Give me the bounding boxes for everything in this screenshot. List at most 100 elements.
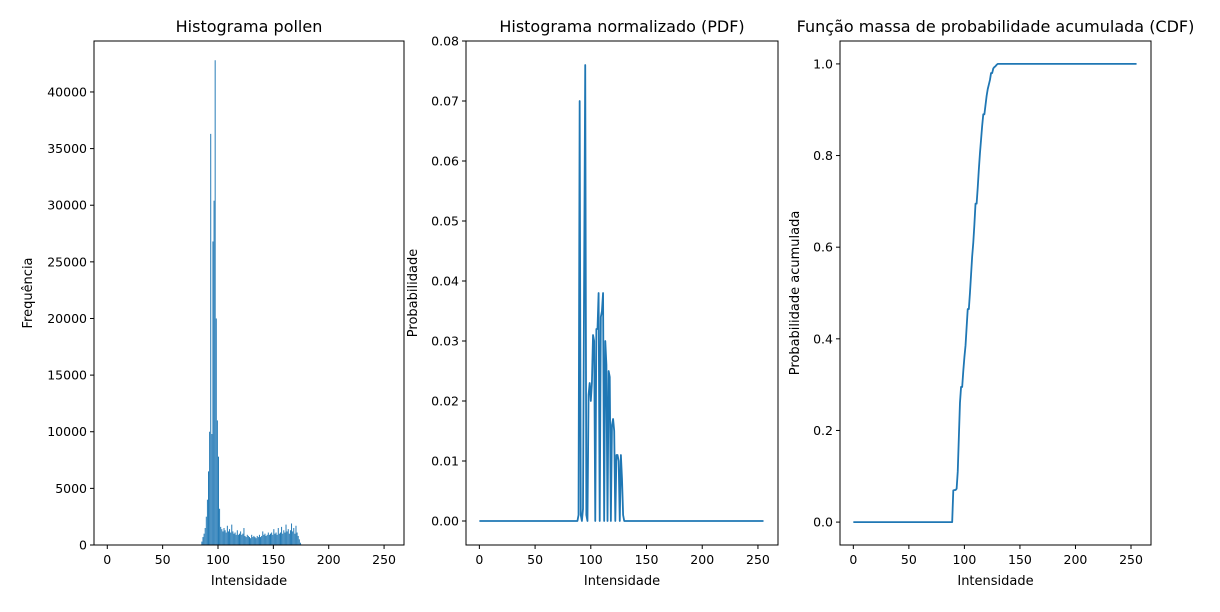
x-tick-label: 100 [952, 552, 976, 567]
subplot-pdf: Histograma normalizado (PDF) 0 50 100 150 200… [406, 17, 779, 589]
histogram-bar [250, 538, 252, 545]
histogram-bar [218, 456, 219, 545]
y-tick-label: 0.02 [431, 394, 459, 409]
histogram-bar [201, 541, 203, 545]
y-tick-label: 0.0 [813, 515, 833, 530]
x-axis-label: Intensidade [957, 574, 1033, 589]
x-axis-label: Intensidade [211, 574, 287, 589]
histogram-bar [242, 533, 244, 545]
x-tick-label: 200 [690, 552, 714, 567]
histogram-bar [291, 523, 293, 545]
histogram-bar [265, 535, 267, 545]
histogram-bar [222, 531, 224, 545]
histogram-bar [251, 534, 253, 545]
histogram-bar [240, 531, 242, 545]
histogram-bar [261, 535, 263, 545]
y-axis-label: Probabilidade [406, 249, 421, 337]
axes-frame [465, 40, 779, 546]
y-tick-label: 25000 [47, 254, 87, 269]
histogram-bar [243, 528, 245, 545]
histogram-bar [282, 533, 284, 545]
x-tick-label: 0 [475, 552, 483, 567]
x-tick-label: 200 [1064, 552, 1088, 567]
histogram-bar [257, 537, 259, 545]
histogram-bar [224, 530, 226, 545]
x-tick-label: 0 [849, 552, 857, 567]
histogram-bar [249, 537, 250, 545]
y-tick-label: 0 [79, 538, 87, 553]
histogram-bar [292, 531, 294, 545]
chart-title: Histograma normalizado (PDF) [499, 17, 744, 36]
histogram-bar [286, 531, 288, 545]
histogram-bar [277, 528, 279, 545]
x-tick-label: 50 [155, 552, 171, 567]
histogram-bar [283, 530, 285, 545]
x-tick-label: 200 [317, 552, 341, 567]
histogram-bar [294, 533, 296, 545]
histogram-bar [203, 533, 205, 545]
y-tick-label: 0.6 [813, 240, 833, 255]
histogram-bar [214, 60, 216, 545]
x-axis-label: Intensidade [584, 574, 660, 589]
histogram-bar [205, 516, 207, 545]
x-tick-label: 150 [635, 552, 659, 567]
y-tick-label: 0.2 [813, 423, 833, 438]
subplot-histogram: Histograma pollen 0 50 100 150 200 250 0 5000 100… [21, 17, 405, 589]
histogram-bar [256, 535, 258, 545]
y-tick-label: 0.03 [431, 334, 459, 349]
series-line [479, 64, 764, 522]
histogram-bar [262, 531, 264, 545]
histogram-bar [264, 533, 266, 545]
histogram-bar [288, 533, 290, 545]
axes-frame [839, 40, 1152, 546]
histogram-bar [274, 533, 276, 545]
histogram-bar [247, 535, 249, 545]
x-tick-label: 150 [1008, 552, 1032, 567]
chart-title: Histograma pollen [176, 17, 323, 36]
y-tick-label: 1.0 [813, 56, 833, 71]
histogram-bar [287, 529, 289, 545]
histogram-bar [273, 529, 275, 545]
histogram-bar [245, 537, 247, 545]
histogram-bar [266, 534, 268, 545]
histogram-bar [226, 525, 228, 545]
histogram-bar [285, 524, 287, 545]
histogram-bar [268, 534, 270, 545]
histogram-bar [223, 528, 225, 545]
histogram-bar [258, 534, 260, 545]
histogram-bar [293, 528, 295, 545]
y-tick-label: 0.4 [813, 331, 833, 346]
y-tick-label: 5000 [55, 481, 87, 496]
histogram-bar [267, 532, 269, 545]
histogram-bar [220, 526, 222, 545]
histogram-bar [241, 534, 243, 545]
y-tick-label: 0.01 [431, 454, 459, 469]
histogram-bar [280, 532, 281, 545]
histogram-bar [255, 538, 257, 545]
subplot-cdf: Função massa de probabilidade acumulada … [788, 17, 1194, 589]
chart-title: Função massa de probabilidade acumulada … [797, 17, 1195, 36]
x-tick-label: 50 [901, 552, 917, 567]
x-tick-label: 250 [1119, 552, 1143, 567]
y-tick-label: 0.00 [431, 514, 459, 529]
histogram-bar [204, 528, 206, 545]
histogram-bar [232, 531, 234, 545]
histogram-bar [230, 532, 232, 545]
histogram-bar [281, 526, 283, 545]
histogram-bar [284, 532, 286, 545]
histogram-bar [219, 508, 221, 545]
histogram-bar [263, 534, 265, 545]
histogram-bar [272, 534, 274, 545]
histogram-bar [271, 532, 273, 545]
histogram-bar [252, 537, 254, 545]
y-tick-label: 10000 [47, 424, 87, 439]
y-tick-label: 0.8 [813, 148, 833, 163]
histogram-bar [235, 534, 237, 545]
histogram-bar [254, 537, 256, 545]
histogram-bar [234, 532, 236, 545]
histogram-bar [289, 530, 291, 545]
histogram-bar [260, 537, 262, 545]
histogram-bar [246, 534, 248, 545]
histogram-bar [227, 531, 229, 545]
